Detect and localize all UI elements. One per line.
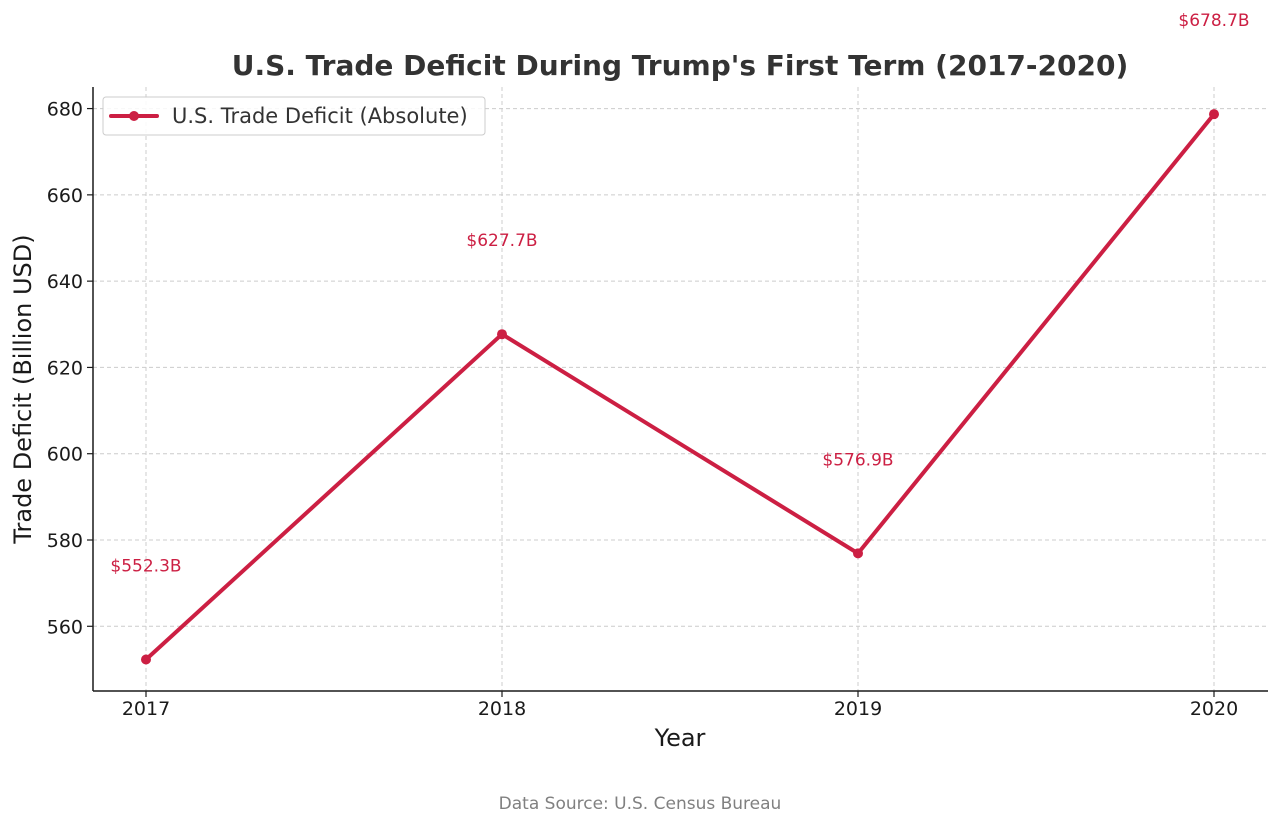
legend-swatch-marker (129, 111, 139, 121)
x-tick-label: 2018 (478, 698, 526, 720)
y-tick-label: 620 (47, 357, 83, 379)
data-point (141, 654, 151, 665)
y-tick-label: 680 (47, 99, 83, 121)
axes-spines (92, 87, 1268, 692)
legend-box (102, 96, 486, 136)
grid (93, 87, 1268, 691)
chart-title: U.S. Trade Deficit During Trump's First … (232, 49, 1129, 82)
data-labels: $552.3B $627.7B $576.9B $678.7B (110, 11, 1249, 576)
series-line-group (141, 109, 1219, 665)
y-tick-label: 580 (47, 530, 83, 552)
x-tick-label: 2017 (122, 698, 170, 720)
y-tick-label: 640 (47, 271, 83, 293)
y-axis-label: Trade Deficit (Billion USD) (9, 234, 37, 544)
data-point (1209, 109, 1219, 120)
x-axis-label: Year (654, 724, 706, 752)
series-line (144, 112, 1216, 662)
data-point (853, 548, 863, 559)
x-tick-label: 2019 (834, 698, 882, 720)
data-source-note: Data Source: U.S. Census Bureau (499, 794, 782, 814)
data-label: $678.7B (1178, 11, 1249, 31)
x-axis-ticks: 2017 2018 2019 2020 (122, 691, 1238, 720)
legend-label: U.S. Trade Deficit (Absolute) (172, 104, 468, 128)
y-tick-label: 560 (47, 616, 83, 638)
data-label: $627.7B (466, 231, 537, 251)
data-label: $576.9B (822, 450, 893, 470)
y-tick-label: 660 (47, 185, 83, 207)
data-label: $552.3B (110, 557, 181, 577)
legend: U.S. Trade Deficit (Absolute) (102, 96, 486, 136)
x-tick-label: 2020 (1190, 698, 1238, 720)
y-tick-label: 600 (47, 444, 83, 466)
data-point (497, 329, 507, 340)
y-axis-ticks: 560 580 600 620 640 660 680 (47, 99, 93, 638)
